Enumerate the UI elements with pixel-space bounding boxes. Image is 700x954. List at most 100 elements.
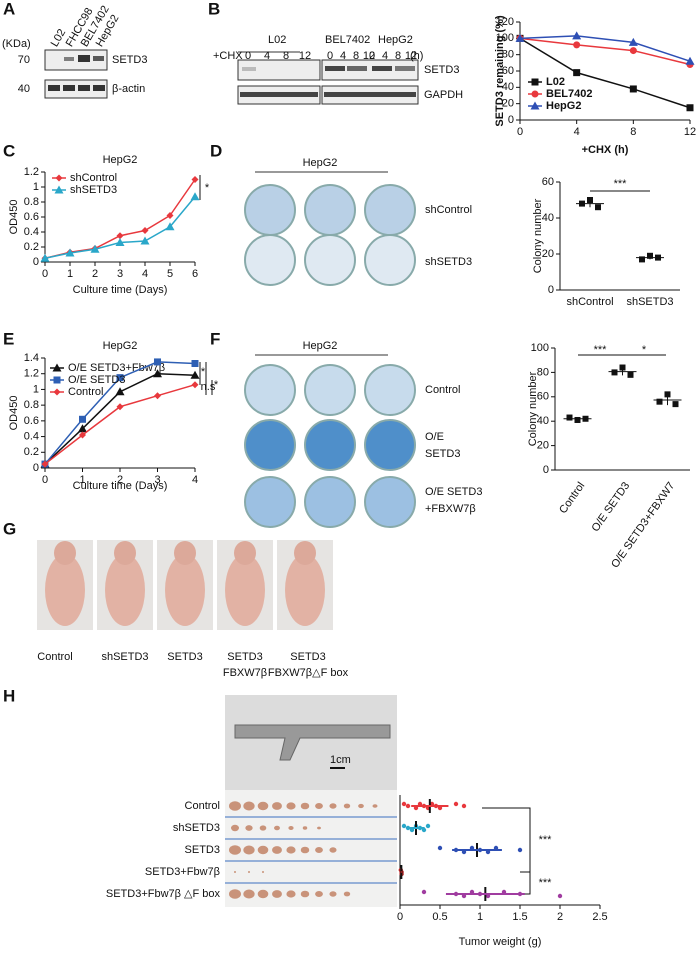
panel-letter: G xyxy=(3,519,16,538)
tumor xyxy=(259,825,267,831)
y-tick-label: 120 xyxy=(496,16,514,28)
marker xyxy=(629,85,637,93)
x-tick-label: shSETD3 xyxy=(626,296,673,308)
x-tick-label: 5 xyxy=(167,268,173,280)
marker xyxy=(153,369,162,378)
x-axis-label: +CHX (h) xyxy=(582,144,629,156)
tumor xyxy=(262,871,264,873)
tumor xyxy=(274,825,280,831)
blot xyxy=(237,59,321,81)
tumor xyxy=(300,846,310,854)
legend-label: Control xyxy=(68,386,103,398)
y-axis-label: OD450 xyxy=(8,200,20,235)
x-axis-label: Tumor weight (g) xyxy=(459,936,542,948)
dot xyxy=(566,414,573,421)
marker xyxy=(116,403,124,411)
y-tick-label: 0 xyxy=(33,462,39,474)
x-tick-label: 4 xyxy=(142,268,148,280)
x-tick-label: Control xyxy=(557,480,587,516)
dish xyxy=(364,184,416,236)
tumor xyxy=(248,871,250,873)
tumor xyxy=(272,802,282,810)
scale-label: 1cm xyxy=(330,754,351,766)
y-tick-label: 0.8 xyxy=(24,399,39,411)
mouse-head xyxy=(114,541,136,565)
legend-label: HepG2 xyxy=(546,100,581,112)
mouse xyxy=(225,554,265,626)
time-label: 0 xyxy=(369,50,375,62)
mouse xyxy=(45,554,85,626)
x-tick-label: 1 xyxy=(79,474,85,486)
mouse-label: SETD3 xyxy=(167,651,202,663)
x-tick-label: 2 xyxy=(117,474,123,486)
dot xyxy=(619,364,626,371)
cell-line: HepG2 xyxy=(303,340,338,352)
category-label: SETD3 xyxy=(185,844,220,856)
panel-letter: C xyxy=(3,141,15,160)
band-label: SETD3 xyxy=(424,64,459,76)
dish xyxy=(244,234,296,286)
marker xyxy=(40,253,50,262)
marker xyxy=(190,370,200,379)
legend-label: L02 xyxy=(546,76,565,88)
tumor xyxy=(315,891,323,897)
tumor xyxy=(272,890,282,898)
marker xyxy=(141,227,149,234)
lane-label: L02 xyxy=(49,27,69,49)
tumor xyxy=(315,803,323,809)
annotation: * xyxy=(205,182,210,194)
tumor xyxy=(302,826,308,830)
mice xyxy=(37,540,333,630)
category-label: shSETD3 xyxy=(173,822,220,834)
y-tick-label: 1 xyxy=(33,181,39,193)
tumor xyxy=(329,891,337,897)
series-line xyxy=(519,37,691,66)
y-tick-label: 100 xyxy=(531,342,549,354)
panel-letter: A xyxy=(3,0,15,18)
row-label: O/E SETD3 xyxy=(425,486,482,498)
band-label: β-actin xyxy=(112,83,145,95)
marker xyxy=(115,387,125,396)
marker xyxy=(572,31,582,40)
marker xyxy=(190,192,200,201)
marker xyxy=(685,56,695,65)
tumor xyxy=(229,801,241,811)
y-axis-label: OD450 xyxy=(8,396,20,431)
mouse-head xyxy=(234,541,256,565)
x-tick-label: 4 xyxy=(192,474,198,486)
tumor xyxy=(231,824,239,832)
tumor xyxy=(343,891,351,897)
chart-title: HepG2 xyxy=(103,340,138,352)
y-tick-label: 1.2 xyxy=(24,368,39,380)
tumor xyxy=(257,801,269,811)
marker xyxy=(79,415,86,423)
dot xyxy=(639,256,645,263)
legend-label: O/E SETD3 xyxy=(68,374,125,386)
y-tick-label: 60 xyxy=(542,176,554,188)
mouse-label: SETD3 xyxy=(227,651,262,663)
tumor xyxy=(272,846,282,854)
tumor xyxy=(243,845,255,855)
time-label: 4 xyxy=(382,50,388,62)
dish xyxy=(244,476,296,528)
dot xyxy=(656,398,663,405)
x-tick-label: 1 xyxy=(67,268,73,280)
mouse xyxy=(165,554,205,626)
legend-label: BEL7402 xyxy=(546,88,592,100)
marker xyxy=(628,37,638,46)
marker xyxy=(52,363,62,372)
mouse-head xyxy=(294,541,316,565)
marker xyxy=(629,47,637,55)
marker xyxy=(191,360,199,367)
marker xyxy=(116,374,124,382)
tumor xyxy=(243,889,255,899)
chart-title: HepG2 xyxy=(103,154,138,166)
treatment: +CHX xyxy=(213,50,243,62)
annotation: *** xyxy=(539,834,553,846)
annotation: *** xyxy=(539,877,553,889)
marker xyxy=(531,90,539,98)
marker xyxy=(55,174,63,182)
y-tick-label: 1.2 xyxy=(24,166,39,178)
time-label: 4 xyxy=(264,50,270,62)
